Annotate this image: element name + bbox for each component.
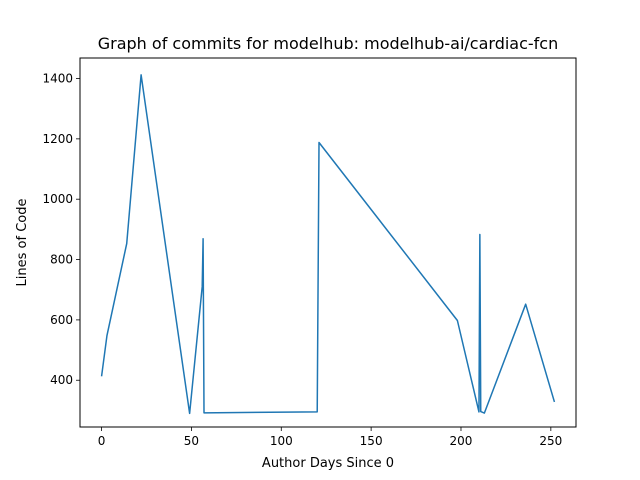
y-axis: 400 600 800 1000 1200 1400 <box>42 72 80 387</box>
y-tick-label: 400 <box>50 373 73 387</box>
x-tick-label: 50 <box>184 434 199 448</box>
x-tick-label: 100 <box>270 434 293 448</box>
x-tick-label: 250 <box>539 434 562 448</box>
x-tick-label: 150 <box>360 434 383 448</box>
y-tick-label: 1400 <box>42 72 73 86</box>
chart-title: Graph of commits for modelhub: modelhub-… <box>98 34 559 53</box>
axes-frame <box>79 57 577 428</box>
y-tick-label: 800 <box>50 253 73 267</box>
y-tick-label: 1200 <box>42 132 73 146</box>
plot-area <box>100 74 556 415</box>
y-axis-label: Lines of Code <box>15 199 30 287</box>
x-tick-label: 0 <box>98 434 106 448</box>
series-line-0 <box>100 74 556 415</box>
y-tick-label: 600 <box>50 313 73 327</box>
y-tick-label: 1000 <box>42 192 73 206</box>
x-tick-label: 200 <box>450 434 473 448</box>
x-axis-label: Author Days Since 0 <box>262 456 394 471</box>
x-axis: 0 50 100 150 200 250 <box>98 427 562 448</box>
